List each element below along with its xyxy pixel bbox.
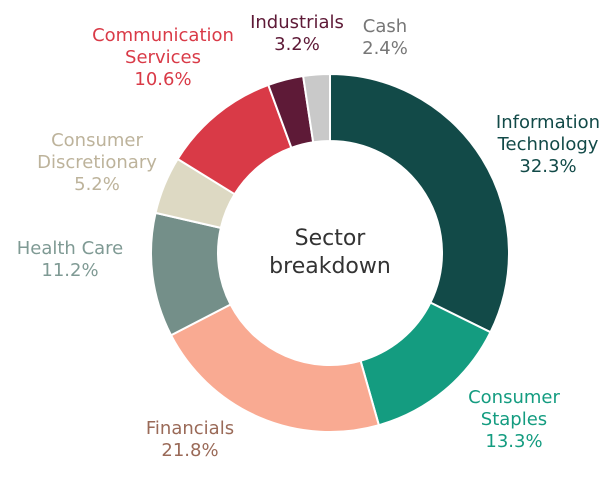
segment (301, 72, 331, 144)
segment-label: Financials 21.8% (130, 418, 250, 462)
segment-value: 13.3% (485, 431, 543, 452)
segment-value: 11.2% (41, 260, 99, 281)
segment-value: 21.8% (161, 440, 219, 461)
segment (329, 72, 510, 334)
segment-value: 32.3% (519, 156, 577, 177)
segment-label: Consumer Discretionary 5.2% (17, 130, 177, 196)
segment-value: 5.2% (74, 174, 120, 195)
segment-value: 2.4% (362, 38, 408, 59)
segment-value: 3.2% (274, 34, 320, 55)
segment-name: Financials (145, 418, 235, 439)
segment-name: Cash (362, 16, 408, 37)
segment-label: Health Care 11.2% (0, 238, 140, 282)
segment-name: Communication Services (92, 25, 234, 68)
segment-name: Health Care (16, 238, 124, 259)
chart-title: Sector breakdown (269, 226, 391, 279)
segment-label: Cash 2.4% (345, 16, 425, 60)
segment-label: Industrials 3.2% (237, 12, 357, 56)
segment-label: Information Technology 32.3% (483, 112, 612, 178)
segment-value: 10.6% (134, 69, 192, 90)
segment-name: Industrials (250, 12, 344, 33)
segment-name: Information Technology (495, 112, 601, 155)
segment-name: Consumer Discretionary (37, 130, 157, 173)
segment (169, 303, 381, 433)
segment-label: Communication Services 10.6% (76, 25, 251, 91)
segment-label: Consumer Staples 13.3% (459, 387, 569, 453)
segment-name: Consumer Staples (468, 387, 560, 430)
